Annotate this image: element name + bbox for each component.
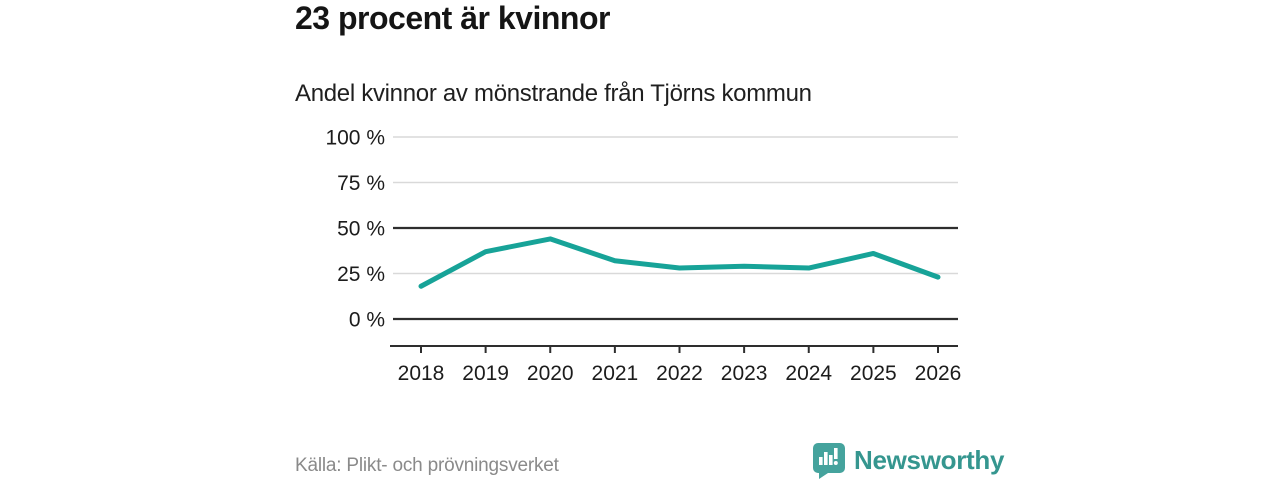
chart-subtitle: Andel kvinnor av mönstrande från Tjörns … — [295, 80, 812, 107]
y-tick-label: 75 % — [337, 172, 385, 195]
y-tick-label: 100 % — [325, 126, 385, 149]
y-tick-label: 50 % — [337, 217, 385, 240]
y-tick-label: 25 % — [337, 263, 385, 286]
x-tick-label: 2022 — [656, 362, 703, 385]
exclamation-dot-glyph — [833, 461, 838, 465]
data-line — [418, 236, 941, 289]
bar-glyph — [824, 452, 828, 465]
x-tick-label: 2018 — [398, 362, 445, 385]
x-tick-label: 2019 — [462, 362, 509, 385]
chart-title: 23 procent är kvinnor — [295, 0, 610, 36]
y-tick-label: 0 % — [349, 308, 385, 331]
x-tick-label: 2026 — [915, 362, 962, 385]
newsworthy-logo: Newsworthy — [812, 442, 1004, 479]
source-note: Källa: Plikt- och prövningsverket — [295, 455, 559, 476]
exclamation-bar-glyph — [834, 448, 838, 459]
x-tick-label: 2023 — [721, 362, 768, 385]
newsworthy-logo-text: Newsworthy — [854, 445, 1005, 475]
x-tick-label: 2025 — [850, 362, 897, 385]
x-tick-label: 2020 — [527, 362, 574, 385]
bar-glyph — [819, 457, 823, 465]
line-chart: 0 % 25 % 50 % 75 % 100 % 2018 2019 2020 2021 2022… — [325, 126, 962, 385]
x-tick-label: 2021 — [592, 362, 639, 385]
x-tick-label: 2024 — [785, 362, 832, 385]
newsworthy-logo-icon — [813, 443, 845, 479]
bar-glyph — [829, 455, 833, 465]
